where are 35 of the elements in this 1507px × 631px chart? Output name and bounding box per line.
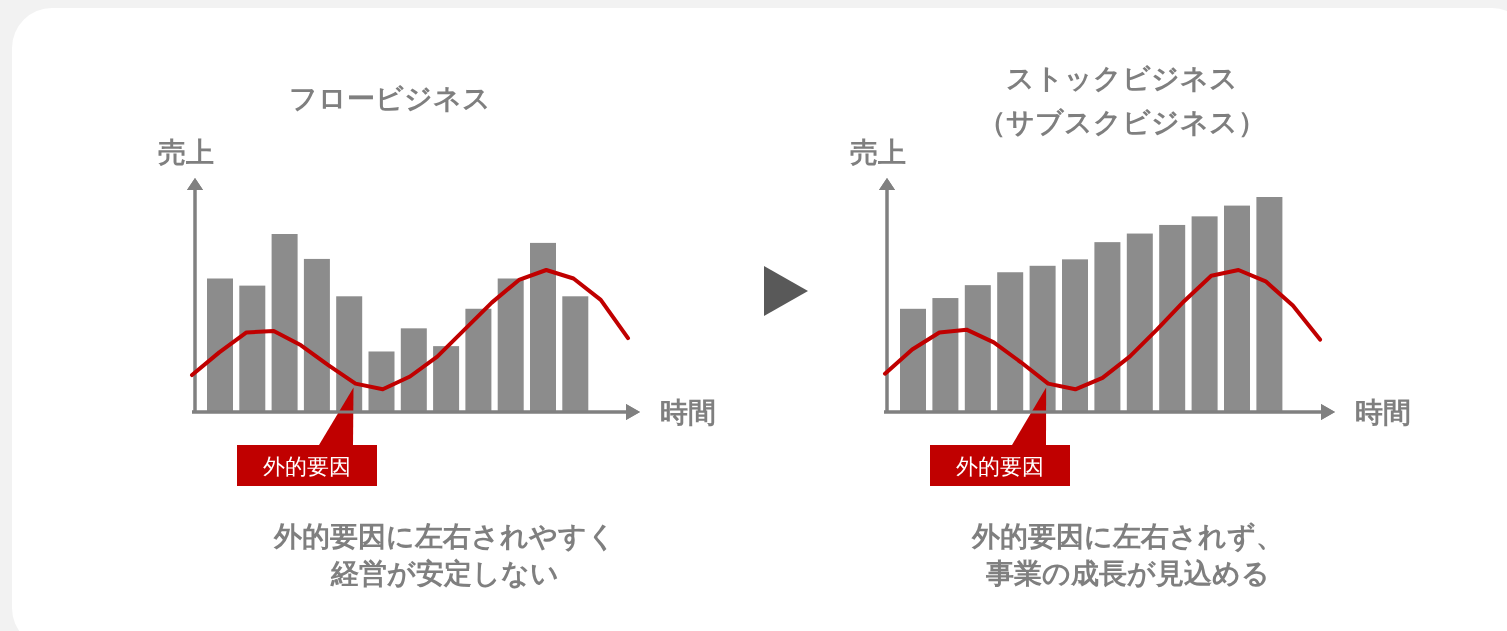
bar xyxy=(368,351,395,412)
bar xyxy=(1062,259,1088,412)
y-axis-title: 売上 xyxy=(158,136,214,169)
y-axis-title: 売上 xyxy=(850,136,906,169)
bar xyxy=(964,285,991,412)
bar xyxy=(207,278,233,412)
text: 外的要因に左右されず、 xyxy=(971,520,1284,553)
chart-title: ストックビジネス xyxy=(1006,62,1238,95)
bar xyxy=(303,258,330,412)
bar xyxy=(997,272,1024,412)
bar xyxy=(900,308,926,412)
bar xyxy=(1191,216,1218,412)
bar xyxy=(1126,233,1153,412)
bar xyxy=(530,242,556,412)
bar xyxy=(932,298,959,412)
text: 事業の成長が見込める xyxy=(985,557,1270,590)
chart-title: フロービジネス xyxy=(289,82,491,115)
x-axis-title: 時間 xyxy=(1355,396,1411,429)
text: 外的要因 xyxy=(263,454,351,479)
bar xyxy=(562,296,589,412)
bar xyxy=(465,308,492,412)
bar xyxy=(1256,197,1283,412)
bar xyxy=(271,234,298,412)
text: 外的要因に左右されやすく xyxy=(273,520,616,553)
bar xyxy=(433,346,460,412)
chart-subtitle: （サブスクビジネス） xyxy=(978,106,1266,139)
bar xyxy=(1094,242,1121,412)
bar xyxy=(400,328,427,412)
bar xyxy=(1159,224,1186,412)
bar xyxy=(239,285,266,412)
bar xyxy=(1224,205,1250,412)
x-axis-title: 時間 xyxy=(660,396,716,429)
text: 経営が安定しない xyxy=(330,557,559,590)
text: 外的要因 xyxy=(956,454,1044,479)
bar xyxy=(497,278,524,412)
